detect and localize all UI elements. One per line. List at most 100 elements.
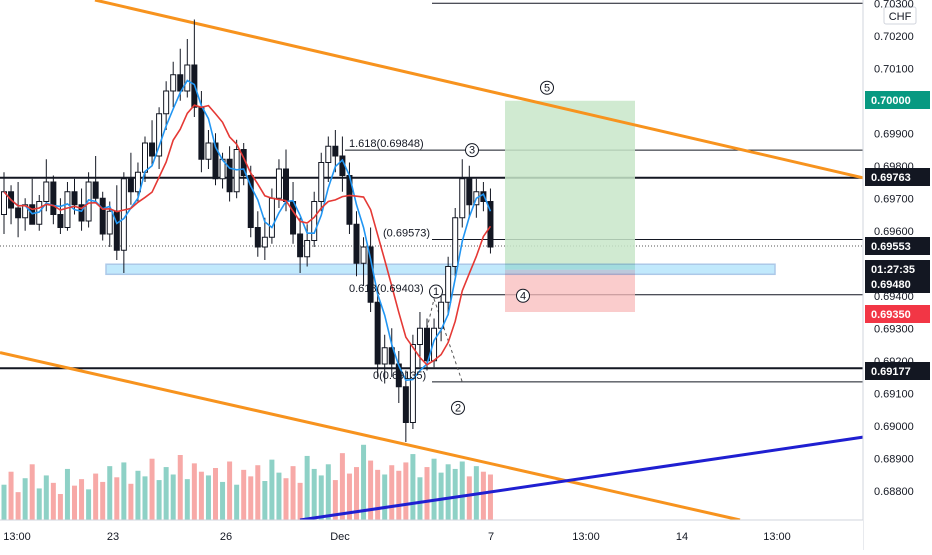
price-label-badge (865, 362, 930, 380)
volume-bar (220, 481, 226, 520)
volume-bar (213, 468, 218, 520)
price-label-text: 0.69763 (871, 172, 911, 184)
candle-body-down (15, 207, 22, 219)
support-zone (105, 263, 776, 276)
volume-bar (29, 464, 35, 520)
candle-body-up (268, 197, 275, 238)
candle-body-down (290, 201, 297, 235)
volume-bar (354, 467, 359, 520)
fib-annotation: 1.618(0.69848) (349, 138, 424, 150)
candle-body-down (99, 197, 106, 235)
price-tick-label: 0.70300 (874, 0, 914, 10)
volume-bar (283, 478, 289, 520)
volume-bar (466, 476, 472, 520)
volume-bar (424, 467, 430, 520)
candle-body-down (332, 145, 339, 157)
drawing-tools-layer[interactable] (0, 0, 864, 522)
price-tick-label: 0.69600 (874, 226, 914, 238)
candle-body-up (134, 171, 141, 193)
channel-upper-line (94, 0, 864, 180)
candle-body-up (325, 145, 332, 163)
volume-bar (43, 475, 49, 520)
time-tick-label: 13:00 (763, 531, 791, 543)
volume-bar (318, 475, 324, 520)
volume-bar (304, 455, 310, 520)
candle-body-down (466, 178, 473, 206)
volume-bar (57, 494, 63, 520)
time-tick-label: 7 (488, 531, 494, 543)
volume-bar (128, 483, 134, 520)
candle-body-up (43, 181, 50, 202)
volume-bar (50, 482, 56, 520)
candle-body-down (283, 168, 289, 202)
price-label-text: 0.69480 (871, 279, 911, 291)
volume-bar (198, 471, 204, 520)
volume-bar (297, 482, 303, 520)
volume-bar (79, 479, 85, 520)
candle-body-down (297, 233, 304, 258)
candle-body-up (85, 181, 92, 222)
time-tick-label: 23 (107, 531, 119, 543)
price-tick-label: 0.70200 (874, 31, 914, 43)
candle-body-up (381, 347, 388, 365)
price-label-text: 0.69553 (871, 241, 911, 253)
volume-bar (72, 485, 77, 520)
candle-body-down (113, 210, 120, 251)
volume-bar (375, 469, 381, 520)
candle-body-down (226, 158, 233, 193)
wave-label: 2 (455, 402, 461, 414)
volume-bar (64, 468, 70, 520)
wave-label-circle (429, 284, 443, 299)
time-tick-label: 14 (676, 531, 688, 543)
candle-body-up (64, 191, 71, 228)
volume-bar (107, 466, 113, 520)
volume-bar (332, 480, 338, 520)
candle-body-down (353, 223, 360, 264)
candle-body-up (445, 266, 452, 303)
price-label-text: 01:27:35 (871, 264, 915, 276)
candle-body-up (142, 142, 148, 173)
volume-bar (262, 481, 268, 520)
currency-badge (883, 6, 917, 25)
wave-label-circle (516, 288, 530, 303)
candle-body-up (416, 327, 423, 345)
blue-trendline (299, 435, 864, 522)
price-tick-label: 0.69700 (874, 193, 914, 205)
volume-bar (368, 460, 374, 520)
channel-lower-line (0, 351, 741, 522)
candle-body-up (360, 246, 367, 264)
volume-bar (417, 477, 423, 520)
volume-bar (241, 469, 247, 520)
time-tick-label: 13:00 (3, 531, 31, 543)
volume-bar (438, 472, 444, 520)
candle-body-up (311, 201, 318, 241)
time-tick-label: 26 (220, 531, 232, 543)
wave-label-circle (451, 400, 465, 415)
profit-zone (505, 100, 635, 270)
candle-body-up (170, 74, 177, 92)
moving-averages-layer (3, 79, 492, 382)
candle-body-down (247, 175, 254, 228)
volume-bar (191, 463, 197, 520)
wave-label: 1 (433, 286, 439, 298)
volume-bar (135, 470, 141, 520)
candle-body-up (318, 162, 325, 202)
price-tick-label: 0.69100 (874, 388, 914, 400)
candle-body-up (156, 113, 163, 157)
volume-bar (410, 454, 416, 520)
volume-bar (163, 467, 169, 520)
candle-body-up (184, 64, 191, 92)
fib-annotation: 0(0.69135) (373, 370, 426, 382)
candle-body-up (459, 178, 466, 219)
volume-bar (234, 484, 240, 520)
volume-bar (480, 471, 486, 520)
candle-body-down (149, 142, 156, 157)
price-tick-label: 0.69000 (874, 421, 914, 433)
candle-body-up (452, 217, 459, 267)
candle-body-down (50, 181, 57, 215)
volume-bar (22, 478, 28, 520)
currency-label: CHF (889, 11, 912, 23)
